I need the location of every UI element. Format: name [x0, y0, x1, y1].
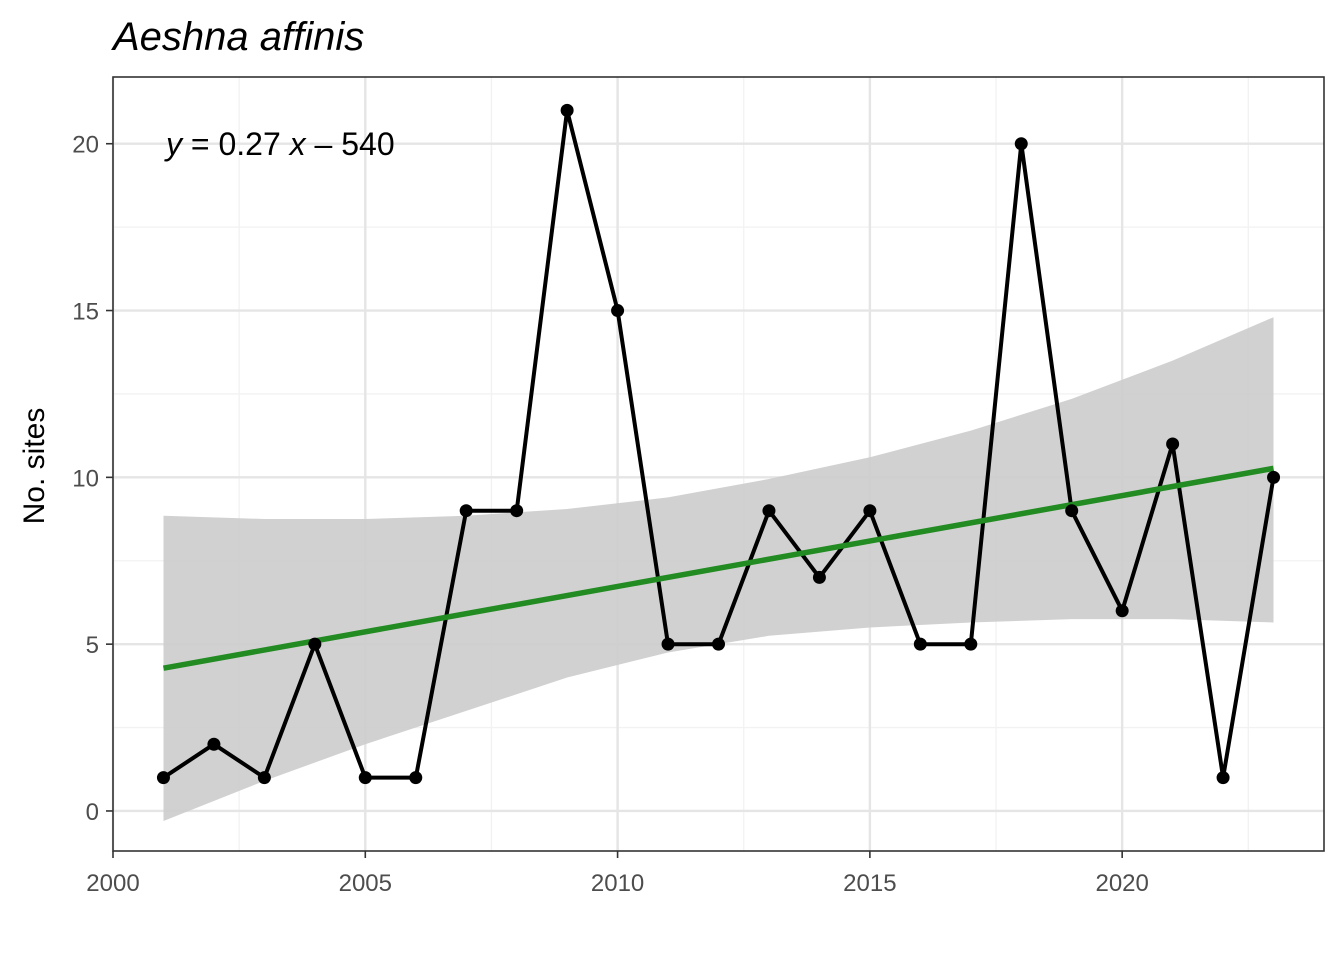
data-point: [459, 504, 473, 518]
y-tick-label: 15: [72, 299, 99, 326]
chart-title: Aeshna affinis: [111, 15, 364, 59]
data-point: [1115, 604, 1129, 618]
data-point: [257, 771, 271, 785]
regression-equation: y = 0.27 x – 540: [164, 126, 395, 162]
data-point: [1216, 771, 1230, 785]
y-tick-label: 20: [72, 132, 99, 159]
equation-coefficient: = 0.27: [182, 126, 290, 162]
y-tick-label: 5: [86, 632, 99, 659]
data-point: [712, 637, 725, 651]
data-point: [1065, 504, 1079, 518]
data-point: [1014, 137, 1028, 151]
data-point: [560, 103, 574, 117]
data-point: [863, 504, 877, 518]
x-tick-label: 2010: [591, 870, 644, 897]
data-point: [1166, 437, 1180, 451]
x-tick-label: 2020: [1095, 870, 1148, 897]
equation-y-variable: y: [164, 126, 184, 162]
data-point: [409, 771, 423, 785]
equation-x-variable: x: [288, 126, 307, 162]
data-point: [308, 637, 322, 651]
data-point: [1267, 470, 1281, 484]
y-tick-label: 0: [86, 799, 99, 826]
data-point: [358, 771, 372, 785]
x-tick-label: 2015: [843, 870, 896, 897]
data-point: [510, 504, 524, 518]
data-point: [156, 771, 170, 785]
y-axis-title: No. sites: [18, 408, 51, 525]
data-point: [812, 570, 826, 584]
data-point: [207, 737, 221, 751]
data-point: [762, 504, 776, 518]
data-point: [913, 637, 927, 651]
equation-intercept: – 540: [306, 126, 395, 162]
data-point: [964, 637, 978, 651]
data-point: [661, 637, 675, 651]
x-tick-label: 2000: [86, 870, 139, 897]
trend-line: [162, 465, 1275, 671]
x-tick-label: 2005: [339, 870, 392, 897]
data-point: [611, 304, 625, 318]
y-tick-label: 10: [72, 465, 99, 492]
panel-border: [112, 76, 1325, 852]
